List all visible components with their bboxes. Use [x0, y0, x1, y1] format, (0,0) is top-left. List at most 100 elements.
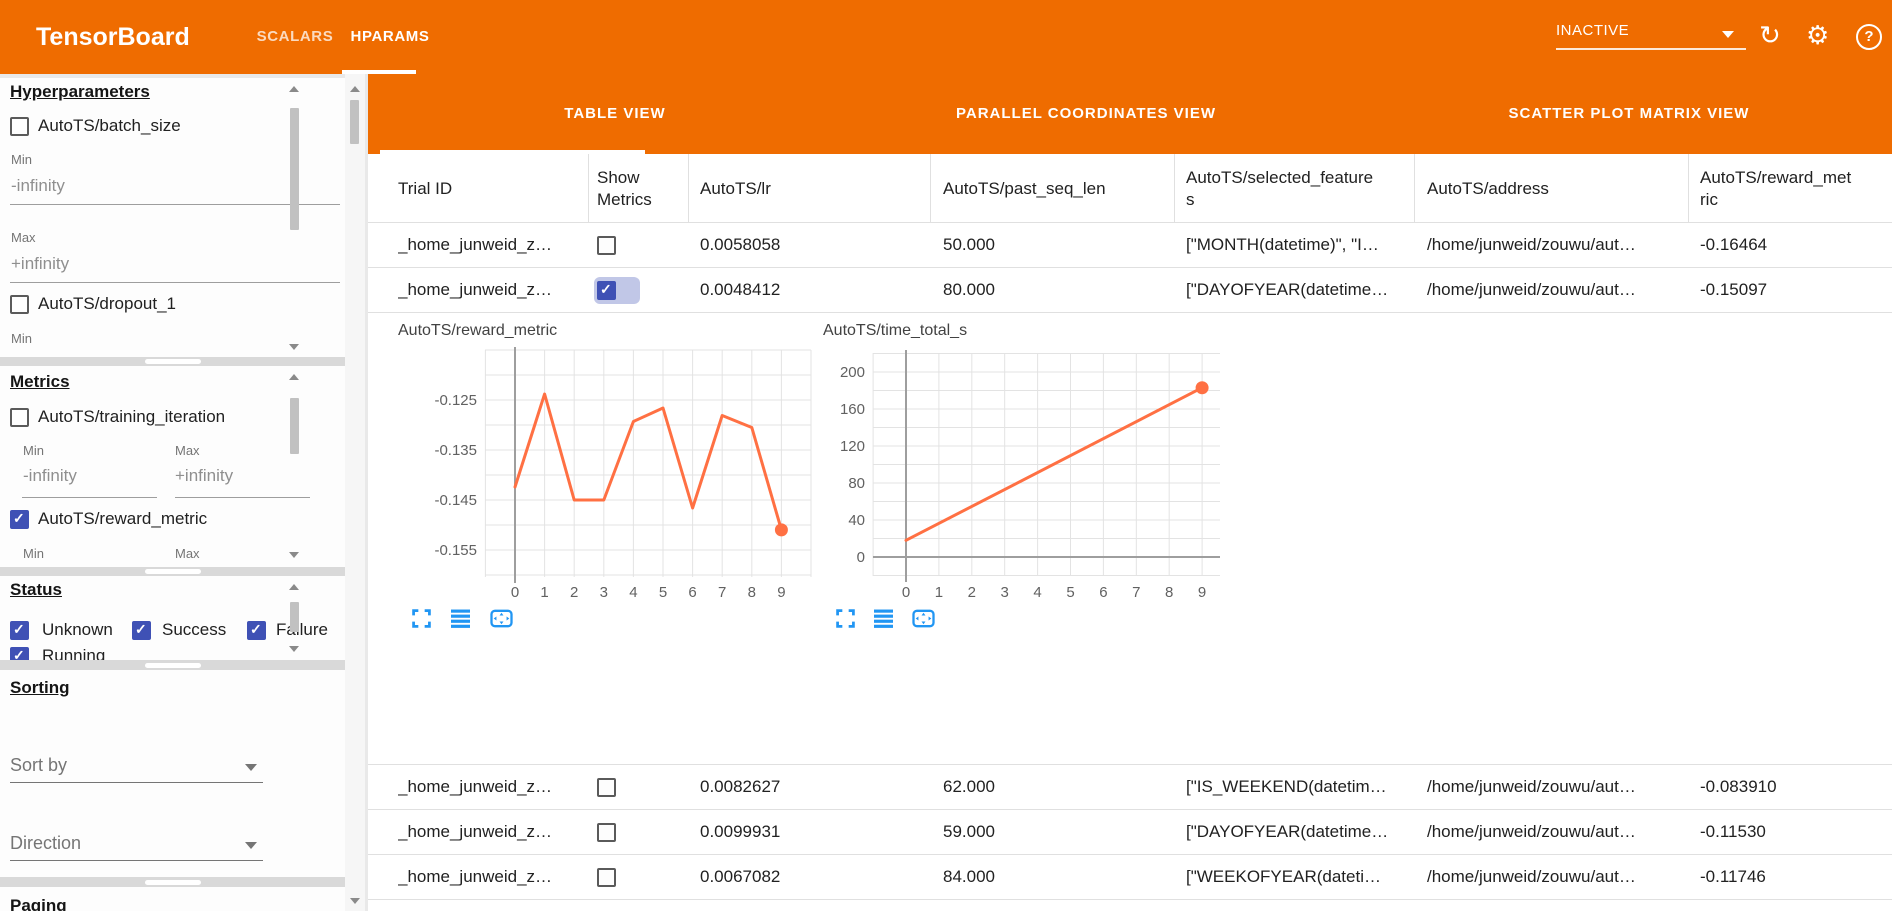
tab-hparams[interactable]: HPARAMS [350, 28, 430, 45]
svg-text:1: 1 [540, 584, 548, 601]
svg-text:8: 8 [748, 584, 756, 601]
tab-parallel-coordinates-view[interactable]: PARALLEL COORDINATES VIEW [955, 105, 1216, 122]
scroll-up-arrow[interactable] [289, 584, 299, 590]
section-resize-handle[interactable] [0, 567, 345, 576]
table-header: Trial ID Show Metrics AutoTS/lr AutoTS/p… [368, 154, 1892, 223]
section-heading-sorting: Sorting [10, 678, 70, 697]
scroll-up-arrow[interactable] [289, 86, 299, 92]
sidebar-section-paging: Paging [0, 887, 345, 911]
runs-selector[interactable]: INACTIVE [1556, 14, 1736, 48]
cell-address: /home/junweid/zouwu/aut… [1427, 867, 1636, 886]
column-divider [588, 154, 589, 222]
show-metrics-checkbox[interactable] [597, 281, 616, 300]
chevron-down-icon[interactable] [245, 842, 257, 849]
chevron-down-icon[interactable] [245, 764, 257, 771]
section-resize-handle[interactable] [0, 877, 345, 887]
tab-table-view[interactable]: TABLE VIEW [564, 105, 666, 122]
cell-past-seq-len: 80.000 [943, 280, 995, 299]
status-success-checkbox[interactable] [132, 621, 151, 640]
status-failure-label: Failure [276, 620, 328, 639]
section-heading-hyperparameters: Hyperparameters [10, 82, 150, 101]
min-input[interactable]: -infinity [11, 176, 65, 195]
metric-reward-metric-label: AutoTS/reward_metric [38, 509, 208, 528]
metric-training-iteration-checkbox[interactable] [10, 408, 29, 427]
cell-address: /home/junweid/zouwu/aut… [1427, 235, 1636, 254]
refresh-icon[interactable]: ↻ [1759, 21, 1781, 51]
show-metrics-checkbox[interactable] [597, 778, 616, 797]
scrollbar-thumb[interactable] [290, 398, 299, 454]
scrollbar-thumb[interactable] [290, 602, 299, 632]
hyperparam-batch-size-checkbox[interactable] [10, 117, 29, 136]
list-rows-icon[interactable] [874, 609, 893, 628]
pan-zoom-icon[interactable] [912, 609, 935, 628]
scroll-down-arrow[interactable] [289, 552, 299, 558]
section-heading-status: Status [10, 580, 62, 599]
min-label-2: Min [11, 331, 32, 346]
min-label-2: Min [23, 546, 44, 561]
max-input[interactable]: +infinity [11, 254, 70, 273]
show-metrics-checkbox[interactable] [597, 236, 616, 255]
list-rows-icon[interactable] [451, 609, 470, 628]
cell-selected-features: ["DAYOFYEAR(datetime… [1186, 280, 1389, 299]
help-icon[interactable]: ? [1856, 24, 1882, 50]
cell-reward-metric: -0.11530 [1700, 822, 1766, 841]
scrollbar-thumb[interactable] [290, 108, 299, 230]
min-input-underline [22, 497, 157, 498]
scroll-down-arrow[interactable] [350, 898, 360, 904]
scroll-up-arrow[interactable] [350, 86, 360, 92]
scroll-up-arrow[interactable] [289, 374, 299, 380]
svg-text:1: 1 [935, 584, 943, 601]
column-divider [1174, 154, 1175, 222]
min-input[interactable]: -infinity [23, 466, 77, 485]
max-label-2: Max [175, 546, 200, 561]
direction-select[interactable]: Direction [10, 833, 82, 853]
chevron-down-icon[interactable] [1722, 31, 1734, 38]
max-label: Max [11, 230, 36, 245]
scrollbar-thumb[interactable] [350, 100, 359, 144]
status-running-checkbox[interactable] [10, 647, 29, 660]
max-input[interactable]: +infinity [175, 466, 234, 485]
svg-text:120: 120 [840, 438, 865, 455]
max-label: Max [175, 443, 200, 458]
pan-zoom-icon[interactable] [490, 609, 513, 628]
section-resize-handle[interactable] [0, 660, 345, 670]
column-header-selected-features: AutoTS/selected_features [1186, 167, 1374, 209]
section-resize-handle[interactable] [0, 357, 345, 366]
cell-past-seq-len: 50.000 [943, 235, 995, 254]
status-failure-checkbox[interactable] [247, 621, 266, 640]
active-view-tab-underline [380, 150, 645, 154]
sidebar-section-status: Status Unknown Success Failure Running [0, 576, 345, 660]
show-metrics-checkbox[interactable] [597, 868, 616, 887]
sidebar-section-metrics: Metrics AutoTS/training_iteration Min Ma… [0, 366, 345, 567]
scroll-down-arrow[interactable] [289, 344, 299, 350]
runs-selector-value: INACTIVE [1556, 22, 1630, 39]
svg-text:2: 2 [968, 584, 976, 601]
cell-selected-features: ["DAYOFYEAR(datetime… [1186, 822, 1389, 841]
cell-address: /home/junweid/zouwu/aut… [1427, 280, 1636, 299]
show-metrics-checkbox[interactable] [597, 823, 616, 842]
fullscreen-icon[interactable] [836, 609, 855, 628]
scroll-down-arrow[interactable] [289, 646, 299, 652]
cell-past-seq-len: 59.000 [943, 822, 995, 841]
fullscreen-icon[interactable] [412, 609, 431, 628]
svg-text:9: 9 [777, 584, 785, 601]
hyperparam-dropout-checkbox[interactable] [10, 295, 29, 314]
tab-scatter-plot-matrix-view[interactable]: SCATTER PLOT MATRIX VIEW [1508, 105, 1750, 122]
tab-scalars[interactable]: SCALARS [256, 28, 334, 45]
svg-text:4: 4 [629, 584, 637, 601]
cell-reward-metric: -0.16464 [1700, 235, 1768, 254]
column-divider [688, 154, 689, 222]
gear-icon[interactable]: ⚙ [1806, 21, 1830, 51]
status-unknown-checkbox[interactable] [10, 621, 29, 640]
table-row: _home_junweid_z… 0.0048412 80.000 ["DAYOFYE… [368, 268, 1892, 313]
cell-trial-id: _home_junweid_z… [398, 280, 553, 299]
status-running-label: Running [42, 646, 106, 660]
table-row: _home_junweid_z… 0.0058058 50.000 ["MONTH(d… [368, 223, 1892, 268]
metric-reward-metric-checkbox[interactable] [10, 510, 29, 529]
svg-text:-0.125: -0.125 [434, 392, 477, 409]
svg-text:8: 8 [1165, 584, 1173, 601]
cell-address: /home/junweid/zouwu/aut… [1427, 822, 1636, 841]
svg-text:2: 2 [570, 584, 578, 601]
sort-by-select[interactable]: Sort by [10, 755, 68, 775]
